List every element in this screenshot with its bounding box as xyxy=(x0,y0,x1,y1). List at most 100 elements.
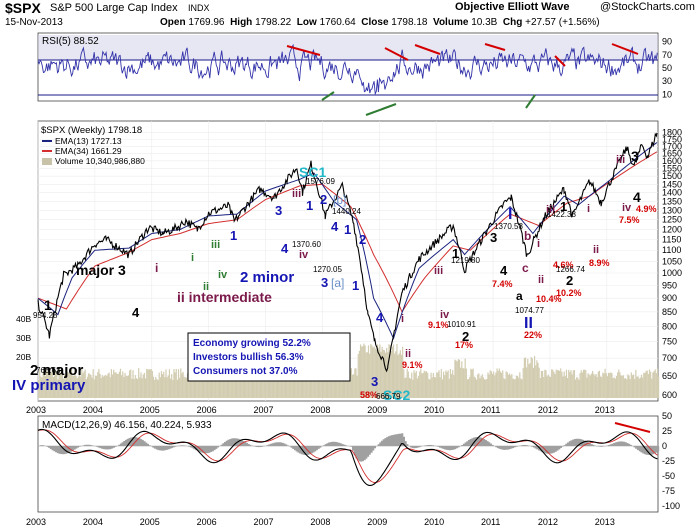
volume-bar xyxy=(75,376,77,398)
chart-date: 15-Nov-2013 xyxy=(5,17,63,28)
volume-bar xyxy=(584,369,586,398)
volume-bar xyxy=(548,376,550,398)
volume-bar xyxy=(505,371,507,398)
volume-bar xyxy=(257,371,259,398)
volume-bar xyxy=(643,372,645,398)
year-label: 2013 xyxy=(595,405,615,415)
volume-bar xyxy=(362,346,364,398)
volume-bar xyxy=(638,378,640,398)
volume-bar xyxy=(69,369,72,398)
volume-bar xyxy=(382,349,384,398)
macd-label: MACD(12,26,9) 46.156, 40.224, 5.933 xyxy=(42,420,212,431)
price-panel: 1800175017001650160015501500145014001350… xyxy=(12,120,682,415)
rsi-convergence-2 xyxy=(365,103,397,116)
volume-bar xyxy=(456,361,458,398)
volume-bar xyxy=(516,375,519,398)
volume-bar xyxy=(404,377,406,398)
volume-bar xyxy=(214,375,216,398)
volume-bar xyxy=(344,371,346,398)
volume-bar xyxy=(133,379,135,398)
volume-bar xyxy=(227,368,230,398)
volume-bar xyxy=(191,371,193,398)
rsi-panel: RSI(5) 88.52 90 70 50 30 10 xyxy=(37,32,672,116)
wave-1-e: 1 xyxy=(452,246,459,261)
volume-bar xyxy=(478,373,480,398)
volume-bar xyxy=(471,369,473,398)
volume-bar xyxy=(99,373,101,398)
price-tick-label: 900 xyxy=(662,293,677,303)
wave-a-bracket: [a] xyxy=(331,276,344,290)
volume-bar xyxy=(340,374,342,398)
rsi-tick-label: 70 xyxy=(662,50,672,60)
volume-bar xyxy=(646,370,648,398)
volume-bar xyxy=(537,362,539,398)
volume-bar xyxy=(121,375,123,398)
volume-bar xyxy=(241,377,243,398)
volume-bar xyxy=(557,370,560,398)
volume-bar xyxy=(386,347,388,398)
volume-bar xyxy=(512,378,514,398)
pct-104: 10.4% xyxy=(536,294,562,304)
volume-bar xyxy=(589,375,591,398)
wave-major-3: major 3 xyxy=(76,262,126,278)
volume-bar xyxy=(607,372,610,398)
volume-bar xyxy=(531,358,533,398)
macd-tick-label: -75 xyxy=(662,486,675,496)
value-1440: 1440.24 xyxy=(332,207,361,216)
low-label: Low xyxy=(296,17,317,28)
volume-bar xyxy=(450,373,453,398)
volume-bar xyxy=(586,377,588,398)
volume-bar xyxy=(295,371,297,398)
volume-bar xyxy=(427,372,429,398)
volume-bar xyxy=(466,379,469,398)
volume-bar xyxy=(148,369,150,398)
volume-bar xyxy=(100,378,102,398)
volume-bar xyxy=(349,369,351,398)
wave-c: c xyxy=(522,261,529,275)
volume-bar xyxy=(274,371,276,398)
volume-bar xyxy=(200,379,202,398)
value-1219: 1219.80 xyxy=(451,256,480,265)
volume-bar xyxy=(49,371,51,398)
volume-bar xyxy=(279,379,281,398)
macd-divergence xyxy=(614,422,651,433)
price-tick-label: 1250 xyxy=(662,215,682,225)
volume-bar xyxy=(457,359,459,398)
volume-bar xyxy=(399,350,401,398)
volume-bar xyxy=(479,378,481,398)
year-label: 2006 xyxy=(197,517,217,527)
volume-bar xyxy=(652,372,654,398)
volume-bar xyxy=(520,378,522,398)
wave-1-f: 1 xyxy=(560,199,567,214)
volume-bar xyxy=(536,360,538,398)
volume-bar xyxy=(609,373,611,398)
volume-bar xyxy=(97,372,99,398)
volume-bar xyxy=(593,373,595,398)
volume-bar xyxy=(89,373,91,398)
volume-bar xyxy=(626,379,628,398)
year-label: 2012 xyxy=(538,405,558,415)
volume-bar xyxy=(221,375,223,398)
wave-2-e: 2 xyxy=(462,329,469,344)
price-axis: 1800175017001650160015501500145014001350… xyxy=(662,128,682,400)
volume-bar xyxy=(122,371,124,398)
volume-bar xyxy=(93,379,95,398)
volume-bar xyxy=(377,344,379,398)
wave-4-early: 4 xyxy=(132,305,140,320)
volume-bar xyxy=(160,371,163,398)
volume-bar xyxy=(635,369,637,398)
chg-label: Chg xyxy=(502,17,523,28)
volume-bar xyxy=(555,369,557,398)
economy-line: Economy growing 52.2% xyxy=(193,338,311,349)
volume-bar xyxy=(452,370,454,398)
volume-bar xyxy=(543,377,545,398)
volume-bar xyxy=(355,368,357,398)
volume-bar xyxy=(204,368,206,398)
volume-bar xyxy=(396,343,398,398)
volume-bar xyxy=(617,372,619,398)
volume-bar xyxy=(293,374,296,398)
legend-ema13: EMA(13) 1727.13 xyxy=(55,136,122,146)
volume-bar xyxy=(547,374,549,398)
macd-tick-label: -100 xyxy=(662,501,680,511)
